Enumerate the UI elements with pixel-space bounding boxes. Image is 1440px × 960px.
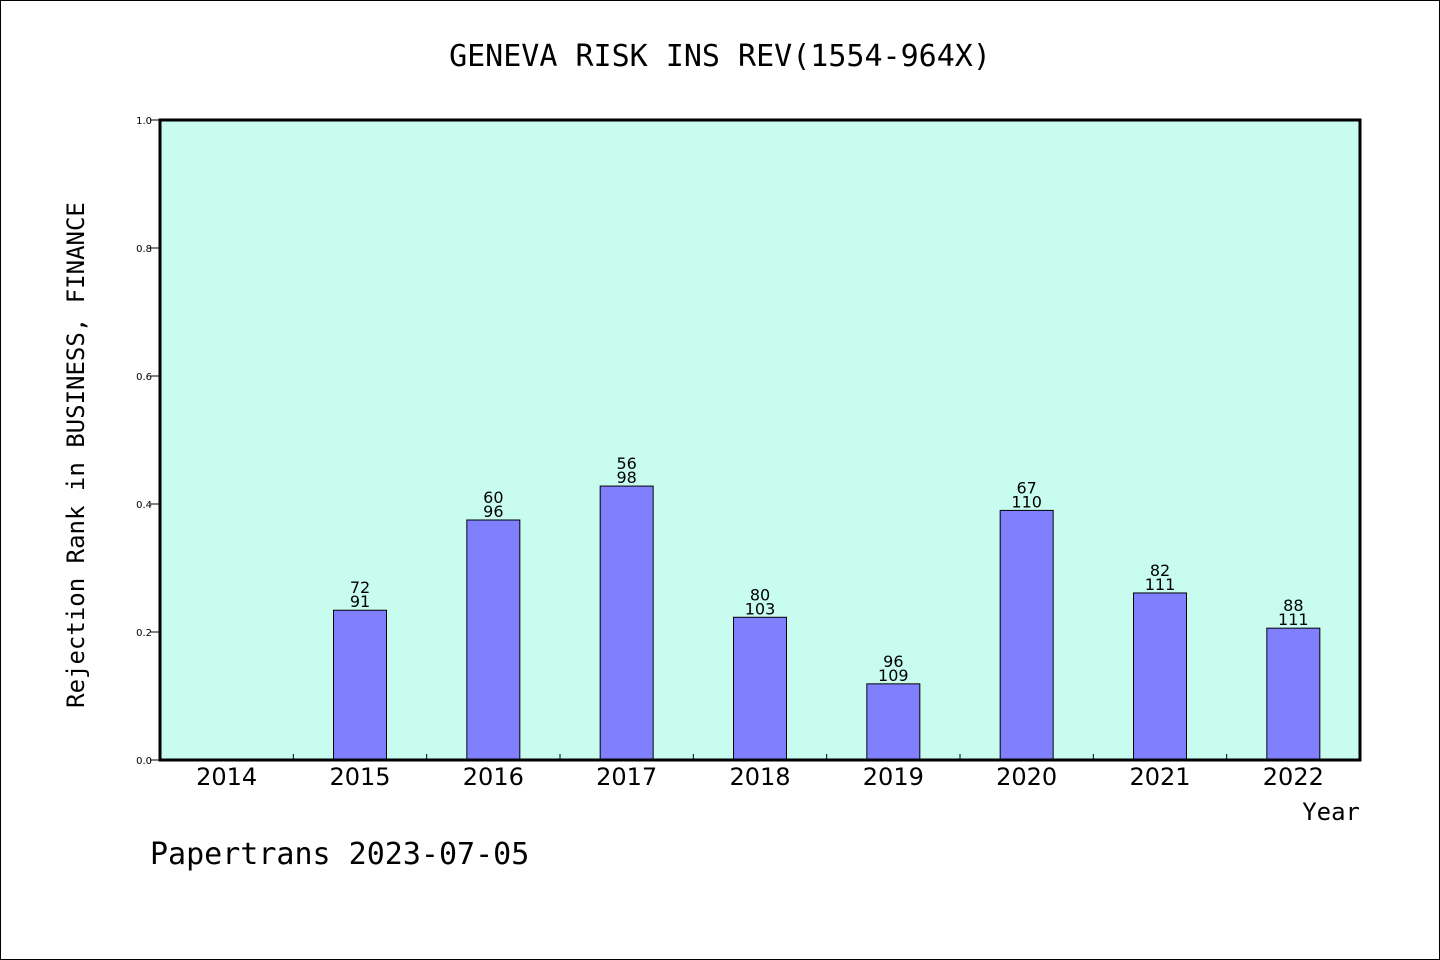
y-tick-label: 0.8 bbox=[136, 244, 152, 255]
total-label: 91 bbox=[350, 592, 370, 611]
rank-label: 56 bbox=[616, 454, 636, 473]
rank-label: 60 bbox=[483, 488, 503, 507]
x-axis-label: Year bbox=[1302, 798, 1360, 826]
y-tick-label: 0.0 bbox=[136, 756, 152, 767]
total-label: 96 bbox=[483, 502, 503, 521]
bar bbox=[866, 683, 921, 761]
total-label: 110 bbox=[1011, 492, 1042, 511]
total-label: 103 bbox=[745, 599, 776, 618]
footer-text: Papertrans 2023-07-05 bbox=[150, 837, 529, 872]
x-tick-label: 2022 bbox=[1263, 763, 1324, 791]
total-label: 111 bbox=[1278, 610, 1309, 629]
bar bbox=[1266, 627, 1321, 761]
rank-label: 72 bbox=[350, 578, 370, 597]
x-tick-label: 2017 bbox=[596, 763, 657, 791]
x-axis-ticks: 2014 2015 2016 2017 2018 2019 2020 2021 2022 bbox=[196, 754, 1324, 791]
x-tick-label: 2020 bbox=[996, 763, 1057, 791]
chart-title: GENEVA RISK INS REV(1554-964X) bbox=[449, 39, 991, 74]
rank-label: 82 bbox=[1150, 561, 1170, 580]
x-tick-label: 2016 bbox=[463, 763, 524, 791]
y-tick-label: 0.2 bbox=[136, 628, 152, 639]
y-tick-label: 1.0 bbox=[136, 116, 152, 127]
bar bbox=[333, 609, 387, 761]
x-tick-label: 2018 bbox=[729, 763, 790, 791]
x-tick-label: 2014 bbox=[196, 763, 257, 791]
total-label: 109 bbox=[878, 666, 909, 685]
bar bbox=[599, 485, 654, 761]
y-tick-label: 0.4 bbox=[136, 500, 152, 511]
rank-label: 96 bbox=[883, 652, 903, 671]
bar bbox=[733, 616, 787, 761]
bar bbox=[1133, 592, 1187, 761]
y-axis-label: Rejection Rank in BUSINESS, FINANCE bbox=[62, 202, 90, 708]
bar bbox=[466, 519, 521, 761]
plot-border bbox=[158, 118, 1362, 762]
x-tick-label: 2019 bbox=[863, 763, 924, 791]
total-label: 111 bbox=[1145, 575, 1176, 594]
rank-label: 67 bbox=[1016, 478, 1036, 497]
x-tick-label: 2021 bbox=[1129, 763, 1190, 791]
x-tick-label: 2015 bbox=[329, 763, 390, 791]
y-tick-label: 0.6 bbox=[136, 372, 152, 383]
bar bbox=[999, 509, 1054, 761]
rank-label: 88 bbox=[1283, 596, 1303, 615]
y-axis-ticks: 0.0 0.2 0.4 0.6 0.8 1.0 bbox=[136, 116, 160, 767]
total-label: 98 bbox=[616, 468, 636, 487]
rank-label: 80 bbox=[750, 585, 770, 604]
